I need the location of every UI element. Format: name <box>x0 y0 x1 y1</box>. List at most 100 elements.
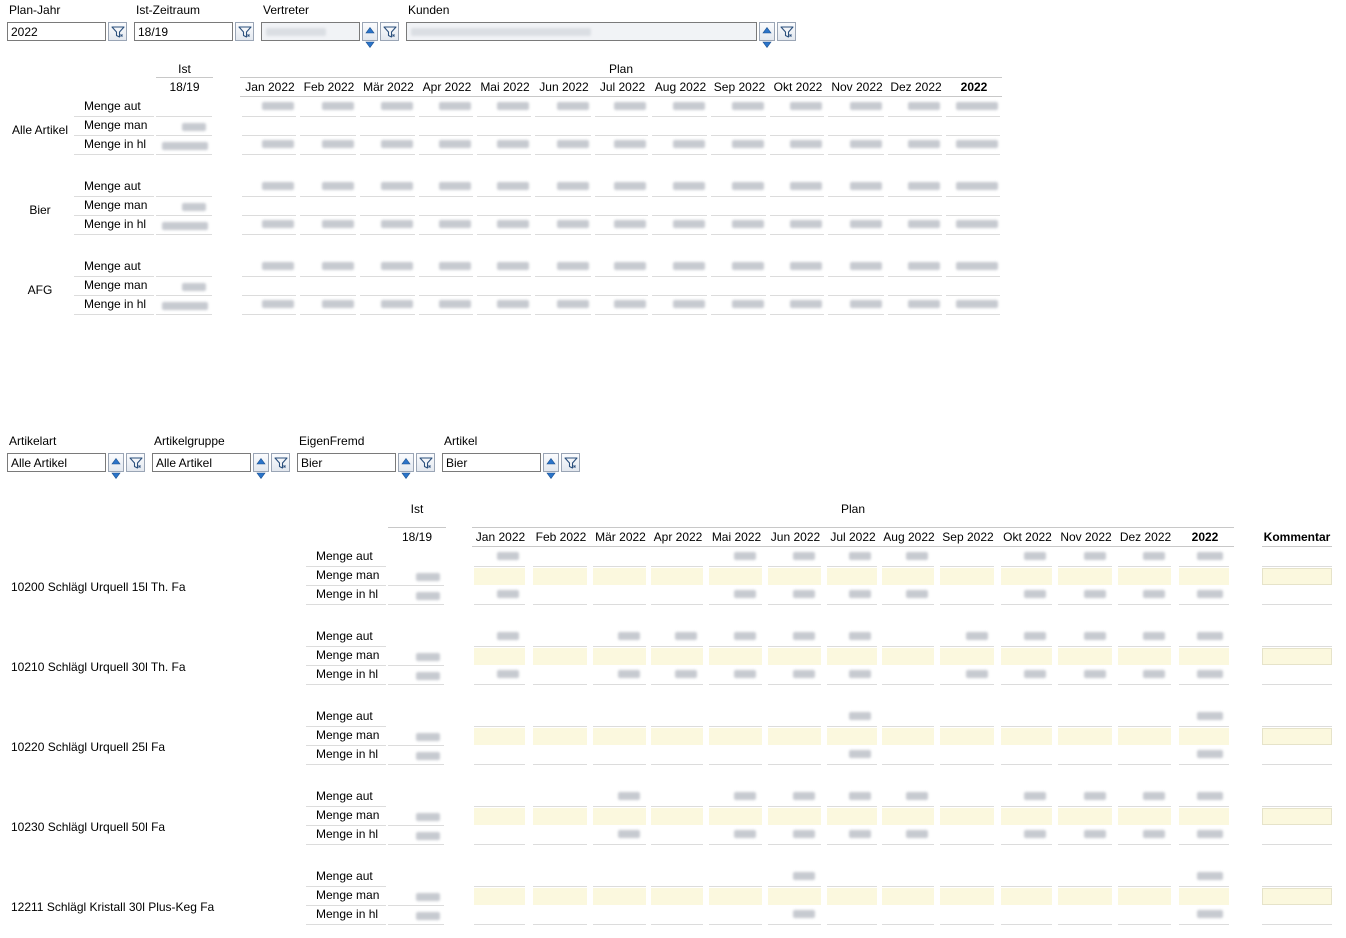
detail-plan-input[interactable] <box>1118 728 1171 745</box>
artikel-field[interactable]: Bier <box>442 453 541 472</box>
detail-plan-input[interactable] <box>1058 728 1112 745</box>
detail-plan-input[interactable] <box>533 648 587 665</box>
detail-plan-input[interactable] <box>651 648 703 665</box>
detail-plan-input[interactable] <box>1179 648 1229 665</box>
detail-plan-input[interactable] <box>940 728 994 745</box>
detail-plan-input[interactable] <box>1001 728 1052 745</box>
detail-plan-input[interactable] <box>1001 568 1052 585</box>
detail-plan-input[interactable] <box>474 888 525 905</box>
arrow-up-icon[interactable] <box>546 454 556 468</box>
detail-plan-input[interactable] <box>827 568 877 585</box>
detail-plan-input[interactable] <box>474 648 525 665</box>
detail-plan-input[interactable] <box>651 728 703 745</box>
detail-plan-input[interactable] <box>1118 808 1171 825</box>
arrow-down-icon[interactable] <box>111 468 121 482</box>
kommentar-input[interactable] <box>1262 728 1332 745</box>
detail-plan-input[interactable] <box>882 888 934 905</box>
kommentar-input[interactable] <box>1262 648 1332 665</box>
detail-plan-input[interactable] <box>1118 568 1171 585</box>
detail-plan-input[interactable] <box>827 888 877 905</box>
detail-plan-input[interactable] <box>1001 808 1052 825</box>
detail-plan-input[interactable] <box>533 888 587 905</box>
artikelgruppe-spinner[interactable] <box>253 453 269 480</box>
detail-plan-input[interactable] <box>1058 568 1112 585</box>
detail-plan-input[interactable] <box>1058 888 1112 905</box>
detail-plan-input[interactable] <box>533 808 587 825</box>
detail-plan-input[interactable] <box>768 648 821 665</box>
detail-plan-input[interactable] <box>1118 648 1171 665</box>
plan-jahr-field[interactable]: 2022 <box>7 22 106 41</box>
vertreter-filter-button[interactable] <box>380 22 399 41</box>
detail-plan-input[interactable] <box>827 648 877 665</box>
detail-plan-input[interactable] <box>593 728 646 745</box>
kommentar-input[interactable] <box>1262 808 1332 825</box>
detail-plan-input[interactable] <box>768 728 821 745</box>
artikelart-field[interactable]: Alle Artikel <box>7 453 106 472</box>
detail-plan-input[interactable] <box>882 568 934 585</box>
detail-plan-input[interactable] <box>827 728 877 745</box>
detail-plan-input[interactable] <box>593 888 646 905</box>
detail-plan-input[interactable] <box>474 568 525 585</box>
detail-plan-input[interactable] <box>651 568 703 585</box>
detail-plan-input[interactable] <box>533 568 587 585</box>
eigenfremd-filter-button[interactable] <box>416 453 435 472</box>
detail-plan-input[interactable] <box>709 808 762 825</box>
artikelart-filter-button[interactable] <box>126 453 145 472</box>
arrow-up-icon[interactable] <box>256 454 266 468</box>
detail-plan-input[interactable] <box>709 728 762 745</box>
kunden-field[interactable] <box>406 22 757 41</box>
detail-plan-input[interactable] <box>474 808 525 825</box>
detail-plan-input[interactable] <box>593 808 646 825</box>
kunden-filter-button[interactable] <box>777 22 796 41</box>
vertreter-spinner[interactable] <box>362 22 378 49</box>
detail-plan-input[interactable] <box>1058 808 1112 825</box>
detail-plan-input[interactable] <box>1001 648 1052 665</box>
arrow-up-icon[interactable] <box>365 23 375 37</box>
ist-zeitraum-filter-button[interactable] <box>235 22 254 41</box>
artikel-filter-button[interactable] <box>561 453 580 472</box>
detail-plan-input[interactable] <box>709 568 762 585</box>
detail-plan-input[interactable] <box>533 728 587 745</box>
detail-plan-input[interactable] <box>1179 808 1229 825</box>
arrow-up-icon[interactable] <box>111 454 121 468</box>
detail-plan-input[interactable] <box>651 808 703 825</box>
artikelart-spinner[interactable] <box>108 453 124 480</box>
detail-plan-input[interactable] <box>1179 728 1229 745</box>
detail-plan-input[interactable] <box>1058 648 1112 665</box>
detail-plan-input[interactable] <box>651 888 703 905</box>
artikelgruppe-filter-button[interactable] <box>271 453 290 472</box>
arrow-up-icon[interactable] <box>762 23 772 37</box>
detail-plan-input[interactable] <box>882 648 934 665</box>
detail-plan-input[interactable] <box>882 728 934 745</box>
eigenfremd-field[interactable]: Bier <box>297 453 396 472</box>
detail-plan-input[interactable] <box>709 648 762 665</box>
arrow-down-icon[interactable] <box>762 37 772 51</box>
detail-plan-input[interactable] <box>1179 888 1229 905</box>
detail-plan-input[interactable] <box>940 568 994 585</box>
artikel-spinner[interactable] <box>543 453 559 480</box>
detail-plan-input[interactable] <box>940 888 994 905</box>
detail-plan-input[interactable] <box>940 648 994 665</box>
detail-plan-input[interactable] <box>1001 888 1052 905</box>
arrow-down-icon[interactable] <box>256 468 266 482</box>
eigenfremd-spinner[interactable] <box>398 453 414 480</box>
detail-plan-input[interactable] <box>768 888 821 905</box>
arrow-up-icon[interactable] <box>401 454 411 468</box>
detail-plan-input[interactable] <box>593 568 646 585</box>
detail-plan-input[interactable] <box>709 888 762 905</box>
kommentar-input[interactable] <box>1262 568 1332 585</box>
arrow-down-icon[interactable] <box>401 468 411 482</box>
detail-plan-input[interactable] <box>1118 888 1171 905</box>
detail-plan-input[interactable] <box>882 808 934 825</box>
plan-jahr-filter-button[interactable] <box>108 22 127 41</box>
ist-zeitraum-field[interactable]: 18/19 <box>134 22 233 41</box>
detail-plan-input[interactable] <box>768 808 821 825</box>
kommentar-input[interactable] <box>1262 888 1332 905</box>
detail-plan-input[interactable] <box>827 808 877 825</box>
detail-plan-input[interactable] <box>768 568 821 585</box>
detail-plan-input[interactable] <box>940 808 994 825</box>
arrow-down-icon[interactable] <box>365 37 375 51</box>
vertreter-field[interactable] <box>261 22 360 41</box>
detail-plan-input[interactable] <box>1179 568 1229 585</box>
arrow-down-icon[interactable] <box>546 468 556 482</box>
